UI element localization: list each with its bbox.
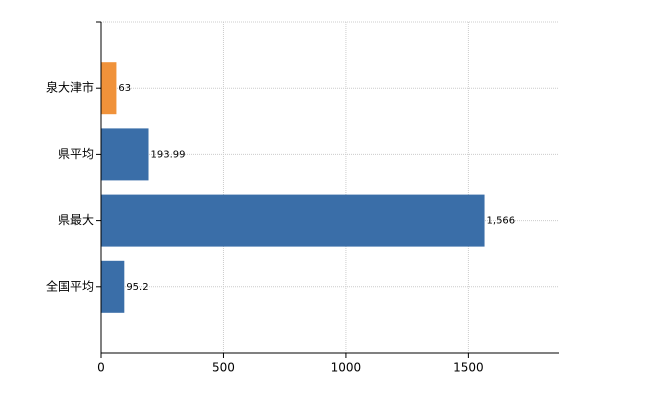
value-label: 63 [118,83,131,94]
x-tick-label: 1500 [453,361,484,375]
bar [101,260,125,313]
x-tick-label: 500 [212,361,235,375]
y-tick-label: 泉大津市 [46,80,94,95]
x-tick-label: 1000 [331,361,362,375]
bar [101,62,117,115]
bar [101,128,149,181]
value-label: 1,566 [487,216,516,227]
y-tick-label: 県最大 [58,213,94,227]
y-tick-label: 県平均 [58,147,94,161]
y-tick-label: 全国平均 [46,278,94,293]
value-label: 95.2 [126,282,148,293]
bar [101,194,485,247]
value-label: 193.99 [151,149,186,160]
x-tick-label: 0 [97,361,105,375]
